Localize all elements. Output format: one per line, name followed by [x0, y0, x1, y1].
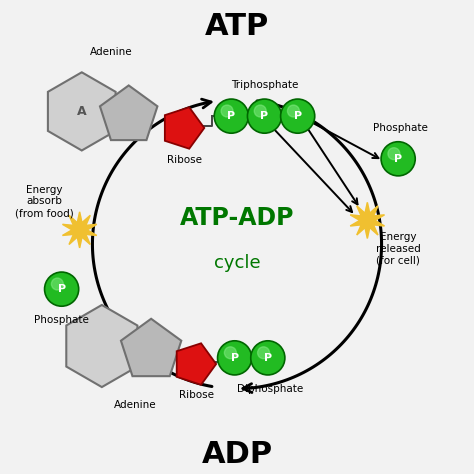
Circle shape: [221, 105, 233, 117]
Text: ATP: ATP: [205, 11, 269, 41]
Circle shape: [287, 105, 300, 117]
Circle shape: [218, 341, 252, 375]
Text: P: P: [293, 111, 302, 121]
Polygon shape: [66, 305, 137, 387]
Text: ATP-ADP: ATP-ADP: [180, 206, 294, 230]
Text: A: A: [77, 105, 87, 118]
Polygon shape: [63, 212, 97, 248]
Text: Phosphate: Phosphate: [34, 315, 89, 325]
Text: cycle: cycle: [214, 254, 260, 272]
Text: Energy
released
(for cell): Energy released (for cell): [376, 232, 420, 265]
Polygon shape: [177, 343, 216, 385]
Circle shape: [251, 341, 285, 375]
Circle shape: [254, 105, 266, 117]
Circle shape: [51, 278, 64, 290]
Text: P: P: [394, 154, 402, 164]
Polygon shape: [48, 72, 116, 151]
Text: Triphosphate: Triphosphate: [231, 80, 298, 91]
Circle shape: [381, 142, 415, 176]
Text: Diphosphate: Diphosphate: [237, 383, 303, 394]
Polygon shape: [350, 202, 384, 238]
Text: Energy
absorb
(from food): Energy absorb (from food): [15, 185, 73, 218]
Circle shape: [224, 347, 237, 359]
Text: P: P: [260, 111, 269, 121]
Circle shape: [214, 99, 248, 133]
Text: ADP: ADP: [201, 439, 273, 469]
Text: P: P: [57, 284, 66, 294]
Text: Adenine: Adenine: [90, 47, 133, 57]
Polygon shape: [100, 85, 157, 140]
Circle shape: [388, 148, 400, 160]
Circle shape: [281, 99, 315, 133]
Polygon shape: [165, 107, 204, 149]
Polygon shape: [121, 319, 181, 376]
Text: P: P: [264, 353, 272, 363]
Polygon shape: [350, 202, 384, 238]
Text: Ribose: Ribose: [167, 155, 202, 165]
Text: Adenine: Adenine: [114, 400, 156, 410]
Text: P: P: [230, 353, 239, 363]
Polygon shape: [63, 212, 97, 248]
Circle shape: [247, 99, 282, 133]
Circle shape: [257, 347, 270, 359]
Text: P: P: [227, 111, 236, 121]
Text: Phosphate: Phosphate: [373, 123, 428, 133]
Text: Ribose: Ribose: [179, 390, 214, 400]
Circle shape: [45, 272, 79, 306]
